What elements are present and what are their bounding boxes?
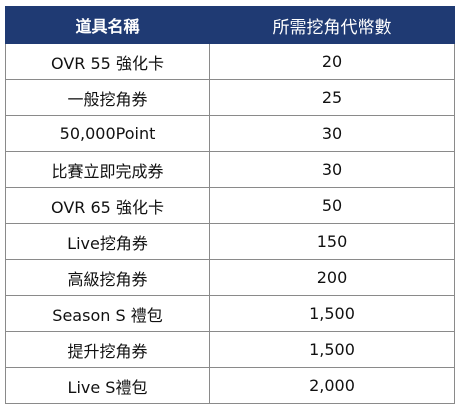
table-row: 一般挖角券 25 [5, 79, 455, 116]
header-item-name: 道具名稱 [5, 6, 210, 44]
item-name-cell: Live S禮包 [5, 367, 210, 404]
table-row: Live S禮包 2,000 [5, 367, 455, 404]
table-row: 提升挖角券 1,500 [5, 331, 455, 368]
token-cost-cell: 150 [209, 223, 455, 260]
header-token-cost: 所需挖角代幣數 [209, 6, 455, 44]
token-cost-cell: 2,000 [209, 367, 455, 404]
table-row: 50,000Point 30 [5, 115, 455, 152]
table-header-row: 道具名稱 所需挖角代幣數 [5, 6, 455, 44]
token-cost-cell: 25 [209, 79, 455, 116]
item-name-cell: 比賽立即完成券 [5, 151, 210, 188]
item-name-cell: 50,000Point [5, 115, 210, 152]
token-cost-cell: 1,500 [209, 295, 455, 332]
token-cost-cell: 30 [209, 115, 455, 152]
item-name-cell: OVR 65 強化卡 [5, 187, 210, 224]
item-cost-table-container: 道具名稱 所需挖角代幣數 OVR 55 強化卡 20 一般挖角券 25 50,0… [5, 6, 455, 404]
token-cost-cell: 50 [209, 187, 455, 224]
item-name-cell: 提升挖角券 [5, 331, 210, 368]
token-cost-cell: 1,500 [209, 331, 455, 368]
item-cost-table: 道具名稱 所需挖角代幣數 OVR 55 強化卡 20 一般挖角券 25 50,0… [5, 6, 455, 404]
item-name-cell: 一般挖角券 [5, 79, 210, 116]
table-row: 比賽立即完成券 30 [5, 151, 455, 188]
table-row: Live挖角券 150 [5, 223, 455, 260]
table-row: 高級挖角券 200 [5, 259, 455, 296]
item-name-cell: Live挖角券 [5, 223, 210, 260]
token-cost-cell: 30 [209, 151, 455, 188]
token-cost-cell: 200 [209, 259, 455, 296]
table-row: OVR 55 強化卡 20 [5, 43, 455, 80]
item-name-cell: OVR 55 強化卡 [5, 43, 210, 80]
item-name-cell: 高級挖角券 [5, 259, 210, 296]
table-row: OVR 65 強化卡 50 [5, 187, 455, 224]
table-row: Season S 禮包 1,500 [5, 295, 455, 332]
token-cost-cell: 20 [209, 43, 455, 80]
item-name-cell: Season S 禮包 [5, 295, 210, 332]
